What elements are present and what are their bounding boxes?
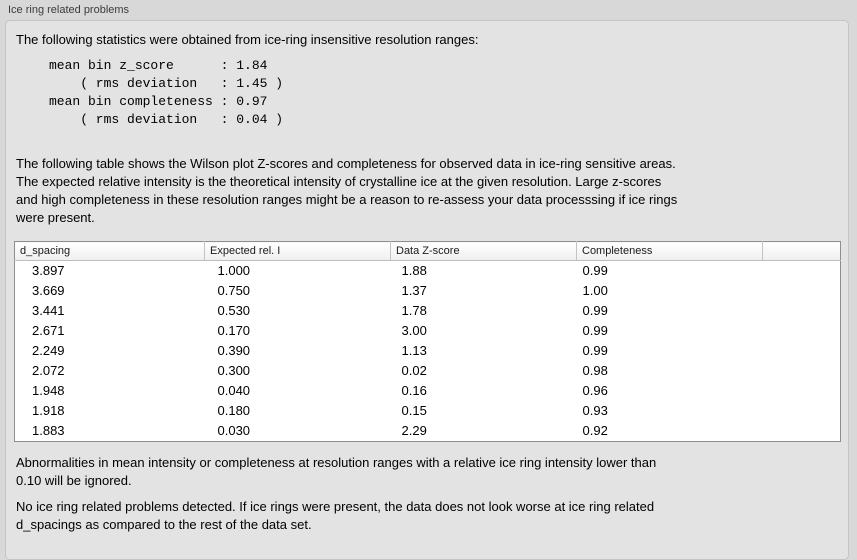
table-cell <box>763 321 841 341</box>
ice-ring-table-container: d_spacing Expected rel. I Data Z-score Comp… <box>14 241 841 442</box>
table-cell: 2.249 <box>32 343 65 358</box>
table-cell: 0.16 <box>401 383 427 398</box>
conclusion-text: No ice ring related problems detected. I… <box>16 499 655 532</box>
table-cell: 1.948 <box>32 383 65 398</box>
table-cell: 0.02 <box>401 363 427 378</box>
table-cell: 0.98 <box>582 363 608 378</box>
table-cell: 0.15 <box>401 403 427 418</box>
table-cell: 3.897 <box>32 263 65 278</box>
table-cell: 1.883 <box>32 423 65 438</box>
table-cell <box>763 381 841 401</box>
table-row[interactable]: 1.948 0.040 0.16 0.96 <box>15 381 841 401</box>
table-cell: 0.030 <box>217 423 251 438</box>
ice-ring-table: d_spacing Expected rel. I Data Z-score Comp… <box>14 241 841 442</box>
table-cell: 3.441 <box>32 303 65 318</box>
table-row[interactable]: 3.669 0.750 1.37 1.00 <box>15 281 841 301</box>
column-header-d-spacing[interactable]: d_spacing <box>14 241 205 261</box>
table-cell: 1.13 <box>401 343 427 358</box>
stats-block: mean bin z_score : 1.84 ( rms deviation … <box>49 58 284 127</box>
table-cell <box>763 421 841 442</box>
table-cell: 0.390 <box>217 343 251 358</box>
table-row[interactable]: 2.671 0.170 3.00 0.99 <box>15 321 841 341</box>
table-cell: 0.750 <box>217 283 251 298</box>
table-cell: 0.040 <box>217 383 251 398</box>
table-cell <box>763 281 841 301</box>
table-header-row: d_spacing Expected rel. I Data Z-score Comp… <box>14 241 841 261</box>
table-cell: 2.072 <box>32 363 65 378</box>
ignore-note-text: Abnormalities in mean intensity or compl… <box>16 455 657 488</box>
table-body: 3.897 1.000 1.88 0.99 3.669 0.750 1.37 1.00 3.44… <box>15 261 841 442</box>
column-header-expected-rel-i[interactable]: Expected rel. I <box>204 241 391 261</box>
intro-text: The following statistics were obtained f… <box>16 32 479 47</box>
table-row[interactable]: 1.883 0.030 2.29 0.92 <box>15 421 841 442</box>
table-cell: 2.671 <box>32 323 65 338</box>
table-cell: 1.000 <box>217 263 251 278</box>
table-cell: 1.00 <box>582 283 608 298</box>
table-cell: 0.96 <box>582 383 608 398</box>
ice-ring-panel: The following statistics were obtained f… <box>5 20 849 560</box>
table-cell: 0.99 <box>582 303 608 318</box>
table-row[interactable]: 3.441 0.530 1.78 0.99 <box>15 301 841 321</box>
table-row[interactable]: 2.072 0.300 0.02 0.98 <box>15 361 841 381</box>
table-cell: 1.918 <box>32 403 65 418</box>
table-row[interactable]: 3.897 1.000 1.88 0.99 <box>15 261 841 282</box>
table-cell: 0.99 <box>582 323 608 338</box>
table-cell: 0.93 <box>582 403 608 418</box>
table-cell <box>763 261 841 282</box>
table-cell: 0.92 <box>582 423 608 438</box>
table-cell: 3.00 <box>401 323 427 338</box>
column-header-blank[interactable] <box>762 241 841 261</box>
table-cell: 1.88 <box>401 263 427 278</box>
table-cell: 0.170 <box>217 323 251 338</box>
table-cell <box>763 401 841 421</box>
table-cell: 1.78 <box>401 303 427 318</box>
table-cell <box>763 341 841 361</box>
panel-content: The following statistics were obtained f… <box>6 21 848 534</box>
table-row[interactable]: 1.918 0.180 0.15 0.93 <box>15 401 841 421</box>
table-cell <box>763 301 841 321</box>
table-cell <box>763 361 841 381</box>
table-cell: 3.669 <box>32 283 65 298</box>
table-cell: 0.530 <box>217 303 251 318</box>
table-intro-text: The following table shows the Wilson plo… <box>16 156 678 225</box>
group-box-label: Ice ring related problems <box>8 4 130 16</box>
table-cell: 1.37 <box>401 283 427 298</box>
table-cell: 0.300 <box>217 363 251 378</box>
table-cell: 0.180 <box>217 403 251 418</box>
table-cell: 2.29 <box>401 423 427 438</box>
app-window: { "panel": { "label": "Ice ring related … <box>5 4 849 560</box>
column-header-data-z-score[interactable]: Data Z-score <box>390 241 577 261</box>
table-row[interactable]: 2.249 0.390 1.13 0.99 <box>15 341 841 361</box>
table-cell: 0.99 <box>582 343 608 358</box>
table-cell: 0.99 <box>582 263 608 278</box>
column-header-completeness[interactable]: Completeness <box>576 241 763 261</box>
